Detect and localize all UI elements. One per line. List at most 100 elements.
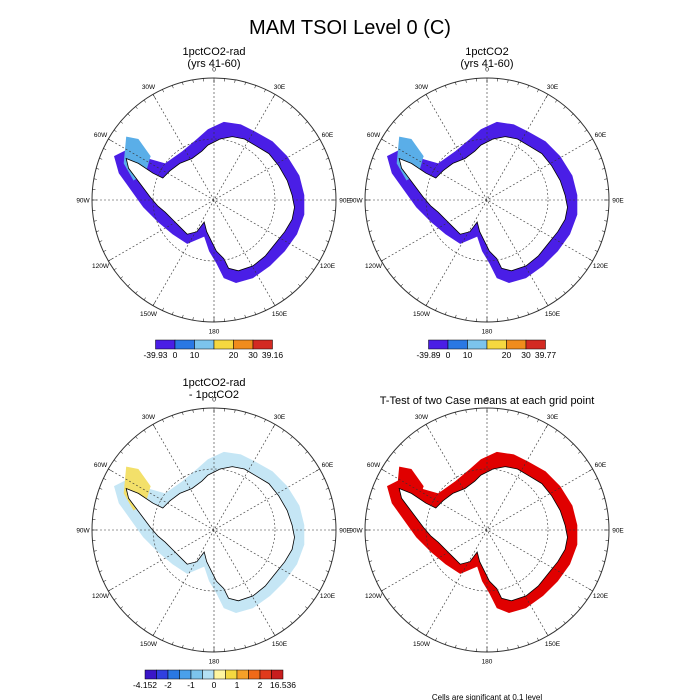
- p3-lon-label: 150E: [272, 641, 288, 648]
- p2-tick: [594, 148, 598, 150]
- p4-tick: [376, 580, 380, 582]
- p1-colorbar-box: [194, 339, 215, 350]
- p1-tick: [311, 129, 315, 132]
- p4-tick: [400, 613, 404, 617]
- p4-tick: [507, 409, 509, 413]
- p1-tick: [192, 317, 194, 321]
- p3-tick: [182, 644, 184, 648]
- p3-tick: [304, 451, 308, 454]
- p1-tick: [304, 276, 308, 279]
- p3-tick: [282, 627, 285, 631]
- p4-footnote: Cells are significant at 0.1 level: [432, 693, 543, 700]
- p4-coastline: [398, 466, 568, 602]
- p1-tick: [182, 314, 184, 318]
- p1-lon-label: 120W: [92, 263, 110, 270]
- p1-tick: [297, 283, 301, 287]
- p4-meridian: [425, 424, 549, 636]
- p1-coastline: [125, 136, 295, 272]
- p1-tick: [234, 317, 236, 321]
- p4-tick: [601, 498, 605, 500]
- p1-tick: [290, 290, 293, 294]
- p2-tick: [584, 129, 588, 132]
- p1-tick: [162, 89, 164, 93]
- p4-tick: [381, 588, 386, 592]
- p4-lon-label: 180: [482, 659, 493, 666]
- p1-tick: [162, 307, 164, 311]
- p2-tick: [563, 290, 566, 294]
- p3-tick: [311, 459, 315, 462]
- p3-tick: [244, 412, 246, 416]
- p4-tick: [376, 478, 380, 480]
- p1-lat-circle: [152, 138, 276, 262]
- p4-tick: [416, 627, 419, 631]
- p4-lon-label: 30E: [547, 414, 559, 421]
- p3-colorbar-box: [144, 669, 157, 680]
- p3-tick: [162, 637, 164, 641]
- p4-tick: [527, 415, 529, 419]
- p1-colorbar-label: 20: [229, 350, 239, 360]
- p3-tick: [135, 620, 138, 624]
- p4-tick: [577, 451, 581, 454]
- p3-tick: [272, 631, 276, 636]
- p2-tick: [366, 220, 370, 222]
- p1-tick: [99, 158, 103, 160]
- p1-tick: [254, 311, 256, 315]
- p3-lon-label: 60W: [94, 462, 108, 469]
- p3-tick: [113, 459, 117, 462]
- p1-title-line: 1pctCO2-rad: [183, 46, 246, 58]
- p1-tick: [172, 85, 174, 89]
- p3-tick: [254, 415, 256, 419]
- p2-tick: [563, 106, 566, 110]
- p2-tick: [366, 178, 370, 180]
- p2-tick: [376, 148, 380, 150]
- p4-tick: [425, 424, 429, 429]
- p1-tick: [135, 290, 138, 294]
- p1-lon-label: 30E: [274, 84, 286, 91]
- p3-tick: [172, 641, 174, 645]
- p1-tick: [120, 121, 124, 124]
- p1-lon-label: 90W: [76, 198, 90, 205]
- p4-lon-label: 150E: [545, 641, 561, 648]
- p3-lon-label: 90W: [76, 528, 90, 535]
- p2-lon-label: 120E: [593, 263, 609, 270]
- p2-tick: [588, 138, 593, 142]
- p1-tick: [234, 79, 236, 83]
- p3-tick: [127, 443, 131, 447]
- p2-tick: [598, 158, 602, 160]
- p1-lon-label: 180: [209, 329, 220, 336]
- p2-tick: [445, 85, 447, 89]
- p4-tick: [507, 647, 509, 651]
- p4-tick: [393, 606, 397, 609]
- p2-tick: [435, 89, 437, 93]
- p2-tick: [507, 79, 509, 83]
- p1-tick: [113, 129, 117, 132]
- p1-tick: [325, 240, 329, 242]
- p1-colorbar-label: 39.16: [262, 350, 284, 360]
- p1-tick: [311, 268, 315, 271]
- p1-meridian: [152, 94, 276, 306]
- p2-tick: [577, 121, 581, 124]
- p2-panel: 1pctCO2(yrs 41-60)030E60E90E120E150E1801…: [349, 46, 624, 360]
- p3-tick: [113, 598, 117, 601]
- p1-tick: [93, 220, 97, 222]
- p1-tick: [152, 301, 156, 306]
- p2-tick: [507, 317, 509, 321]
- p2-tick: [376, 250, 380, 252]
- p2-colorbar-box: [506, 339, 527, 350]
- p3-tick: [264, 419, 266, 423]
- p3-lon-label: 30W: [142, 414, 156, 421]
- p4-tick: [445, 415, 447, 419]
- p3-tick: [93, 508, 97, 510]
- p3-colorbar-box: [179, 669, 192, 680]
- p1-colorbar-box: [174, 339, 195, 350]
- p3-lon-label: 120W: [92, 593, 110, 600]
- p3-tick: [331, 550, 335, 552]
- p2-tick: [386, 268, 390, 271]
- p4-lat-circle: [425, 468, 549, 592]
- p2-tick: [588, 258, 593, 262]
- p3-tick: [254, 641, 256, 645]
- p3-lon-label: 30E: [274, 414, 286, 421]
- p1-colorbar-box: [252, 339, 273, 350]
- p4-tick: [570, 613, 574, 617]
